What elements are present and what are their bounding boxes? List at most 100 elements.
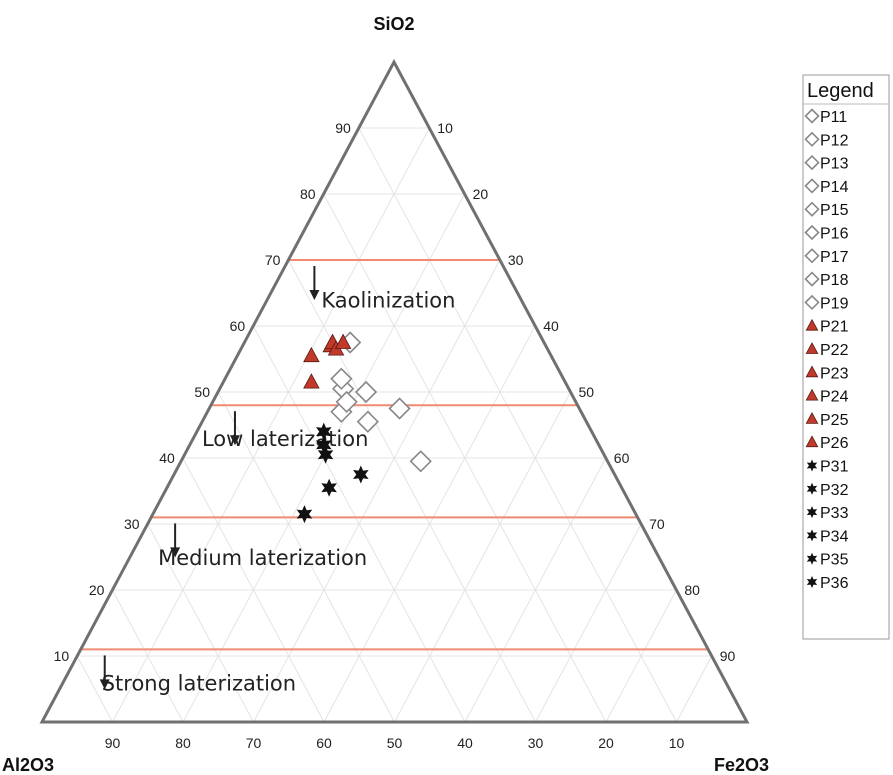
tick-left-10: 10 <box>54 648 70 664</box>
legend-marker-p17 <box>804 248 820 264</box>
legend-label-p34: P34 <box>820 528 849 545</box>
tick-right-60: 60 <box>614 450 630 466</box>
zone-annotations: Kaolinization Low laterization Medium late… <box>99 266 455 695</box>
legend-title: Legend <box>807 80 874 102</box>
legend-label-p32: P32 <box>820 482 849 499</box>
legend-marker-p24 <box>805 388 819 401</box>
zone-label-2: Low laterization <box>202 427 368 451</box>
tick-right-90: 90 <box>720 648 736 664</box>
data-point-p16 <box>335 390 358 414</box>
legend-label-p16: P16 <box>820 226 849 243</box>
data-point-p31 <box>315 422 332 441</box>
tick-right-10: 10 <box>437 120 453 136</box>
data-point-p36 <box>296 505 313 524</box>
tick-left-20: 20 <box>89 582 105 598</box>
legend-label-p19: P19 <box>820 295 849 312</box>
grid-line-al2o3-80 <box>111 589 184 723</box>
data-point-p35 <box>321 478 337 497</box>
legend-marker-p13 <box>804 154 820 171</box>
legend-item-p13: P13 <box>804 154 849 173</box>
zone-arrowhead-2 <box>229 435 240 446</box>
tick-bottom-30: 30 <box>528 735 544 751</box>
legend-item-p33: P33 <box>806 505 849 522</box>
legend-label-p13: P13 <box>820 156 849 173</box>
tick-left-60: 60 <box>230 318 246 334</box>
legend-marker-p36 <box>806 576 818 588</box>
tick-bottom-70: 70 <box>246 735 262 751</box>
zone-arrowhead-4 <box>99 679 110 690</box>
legend-item-p34: P34 <box>806 528 849 545</box>
legend: Legend P11 P12 P13 P14 P15 P16 P17 P18 P19 P21 P22… <box>802 74 890 640</box>
legend-marker-p14 <box>804 178 820 194</box>
legend-label-p22: P22 <box>820 342 849 359</box>
legend-item-p24: P24 <box>805 388 849 406</box>
legend-item-p19: P19 <box>804 294 849 312</box>
legend-label-p14: P14 <box>820 179 849 196</box>
legend-marker-p35 <box>806 552 818 565</box>
zone-arrowhead-1 <box>309 290 320 300</box>
grid-line-fe2o3-50 <box>394 391 571 723</box>
data-point-p24 <box>303 346 320 363</box>
zone-label-3: Medium laterization <box>158 546 367 570</box>
legend-label-p33: P33 <box>820 505 849 522</box>
grid-line-fe2o3-60 <box>464 457 607 723</box>
legend-label-p12: P12 <box>820 132 849 149</box>
legend-marker-p19 <box>804 294 820 311</box>
legend-item-p25: P25 <box>805 412 849 429</box>
legend-label-p35: P35 <box>820 552 849 569</box>
legend-item-p12: P12 <box>804 131 849 149</box>
legend-label-p31: P31 <box>820 459 849 476</box>
legend-marker-p12 <box>804 131 820 147</box>
tick-left-30: 30 <box>124 516 140 532</box>
legend-item-p11: P11 <box>804 108 847 126</box>
data-point-p18 <box>388 397 411 420</box>
tick-bottom-40: 40 <box>457 735 473 751</box>
legend-marker-p26 <box>805 435 819 448</box>
tick-bottom-60: 60 <box>316 735 332 751</box>
legend-item-p23: P23 <box>805 365 849 382</box>
grid-line-al2o3-10 <box>358 127 677 723</box>
legend-item-p17: P17 <box>804 248 849 266</box>
tick-labels: 90 80 70 60 50 40 30 20 10 10 20 30 40 50 60 70 80 90 90 80… <box>54 120 736 751</box>
legend-marker-p34 <box>806 529 818 542</box>
ternary-triangle-frame <box>39 58 750 724</box>
grid-line-fe2o3-30 <box>253 259 501 723</box>
legend-marker-p16 <box>804 224 820 241</box>
legend-label-p36: P36 <box>820 575 849 592</box>
grid-line-al2o3-60 <box>182 457 325 723</box>
tick-left-40: 40 <box>159 450 175 466</box>
tick-left-70: 70 <box>265 252 281 268</box>
legend-marker-p23 <box>805 365 819 378</box>
legend-item-p32: P32 <box>806 482 849 499</box>
legend-item-p21: P21 <box>805 318 849 336</box>
boundary-lines <box>80 259 709 651</box>
legend-marker-p22 <box>805 342 819 354</box>
legend-item-p22: P22 <box>805 342 849 359</box>
tick-right-80: 80 <box>684 582 700 598</box>
legend-item-p31: P31 <box>806 459 849 476</box>
legend-item-p26: P26 <box>805 435 849 452</box>
legend-item-p36: P36 <box>806 575 849 592</box>
grid-line-al2o3-30 <box>287 259 536 723</box>
legend-label-p24: P24 <box>820 389 849 406</box>
legend-label-p21: P21 <box>820 319 849 336</box>
grid-line-fe2o3-90 <box>676 655 713 723</box>
legend-item-p16: P16 <box>804 224 849 243</box>
legend-marker-p21 <box>805 318 819 331</box>
legend-item-p14: P14 <box>804 178 849 196</box>
tick-left-80: 80 <box>300 186 316 202</box>
grid-line-al2o3-90 <box>76 655 113 723</box>
legend-label-p26: P26 <box>820 435 849 452</box>
legend-marker-p33 <box>806 506 818 519</box>
legend-label-p17: P17 <box>820 249 849 266</box>
tick-left-90: 90 <box>335 120 351 136</box>
data-point-p13 <box>330 367 353 390</box>
data-point-p25 <box>334 333 352 349</box>
data-point-p26 <box>303 373 320 389</box>
tick-right-70: 70 <box>649 516 665 532</box>
tick-bottom-50: 50 <box>387 735 403 751</box>
legend-item-p35: P35 <box>806 552 849 569</box>
zone-label-1: Kaolinization <box>321 289 455 313</box>
tick-bottom-80: 80 <box>175 735 191 751</box>
